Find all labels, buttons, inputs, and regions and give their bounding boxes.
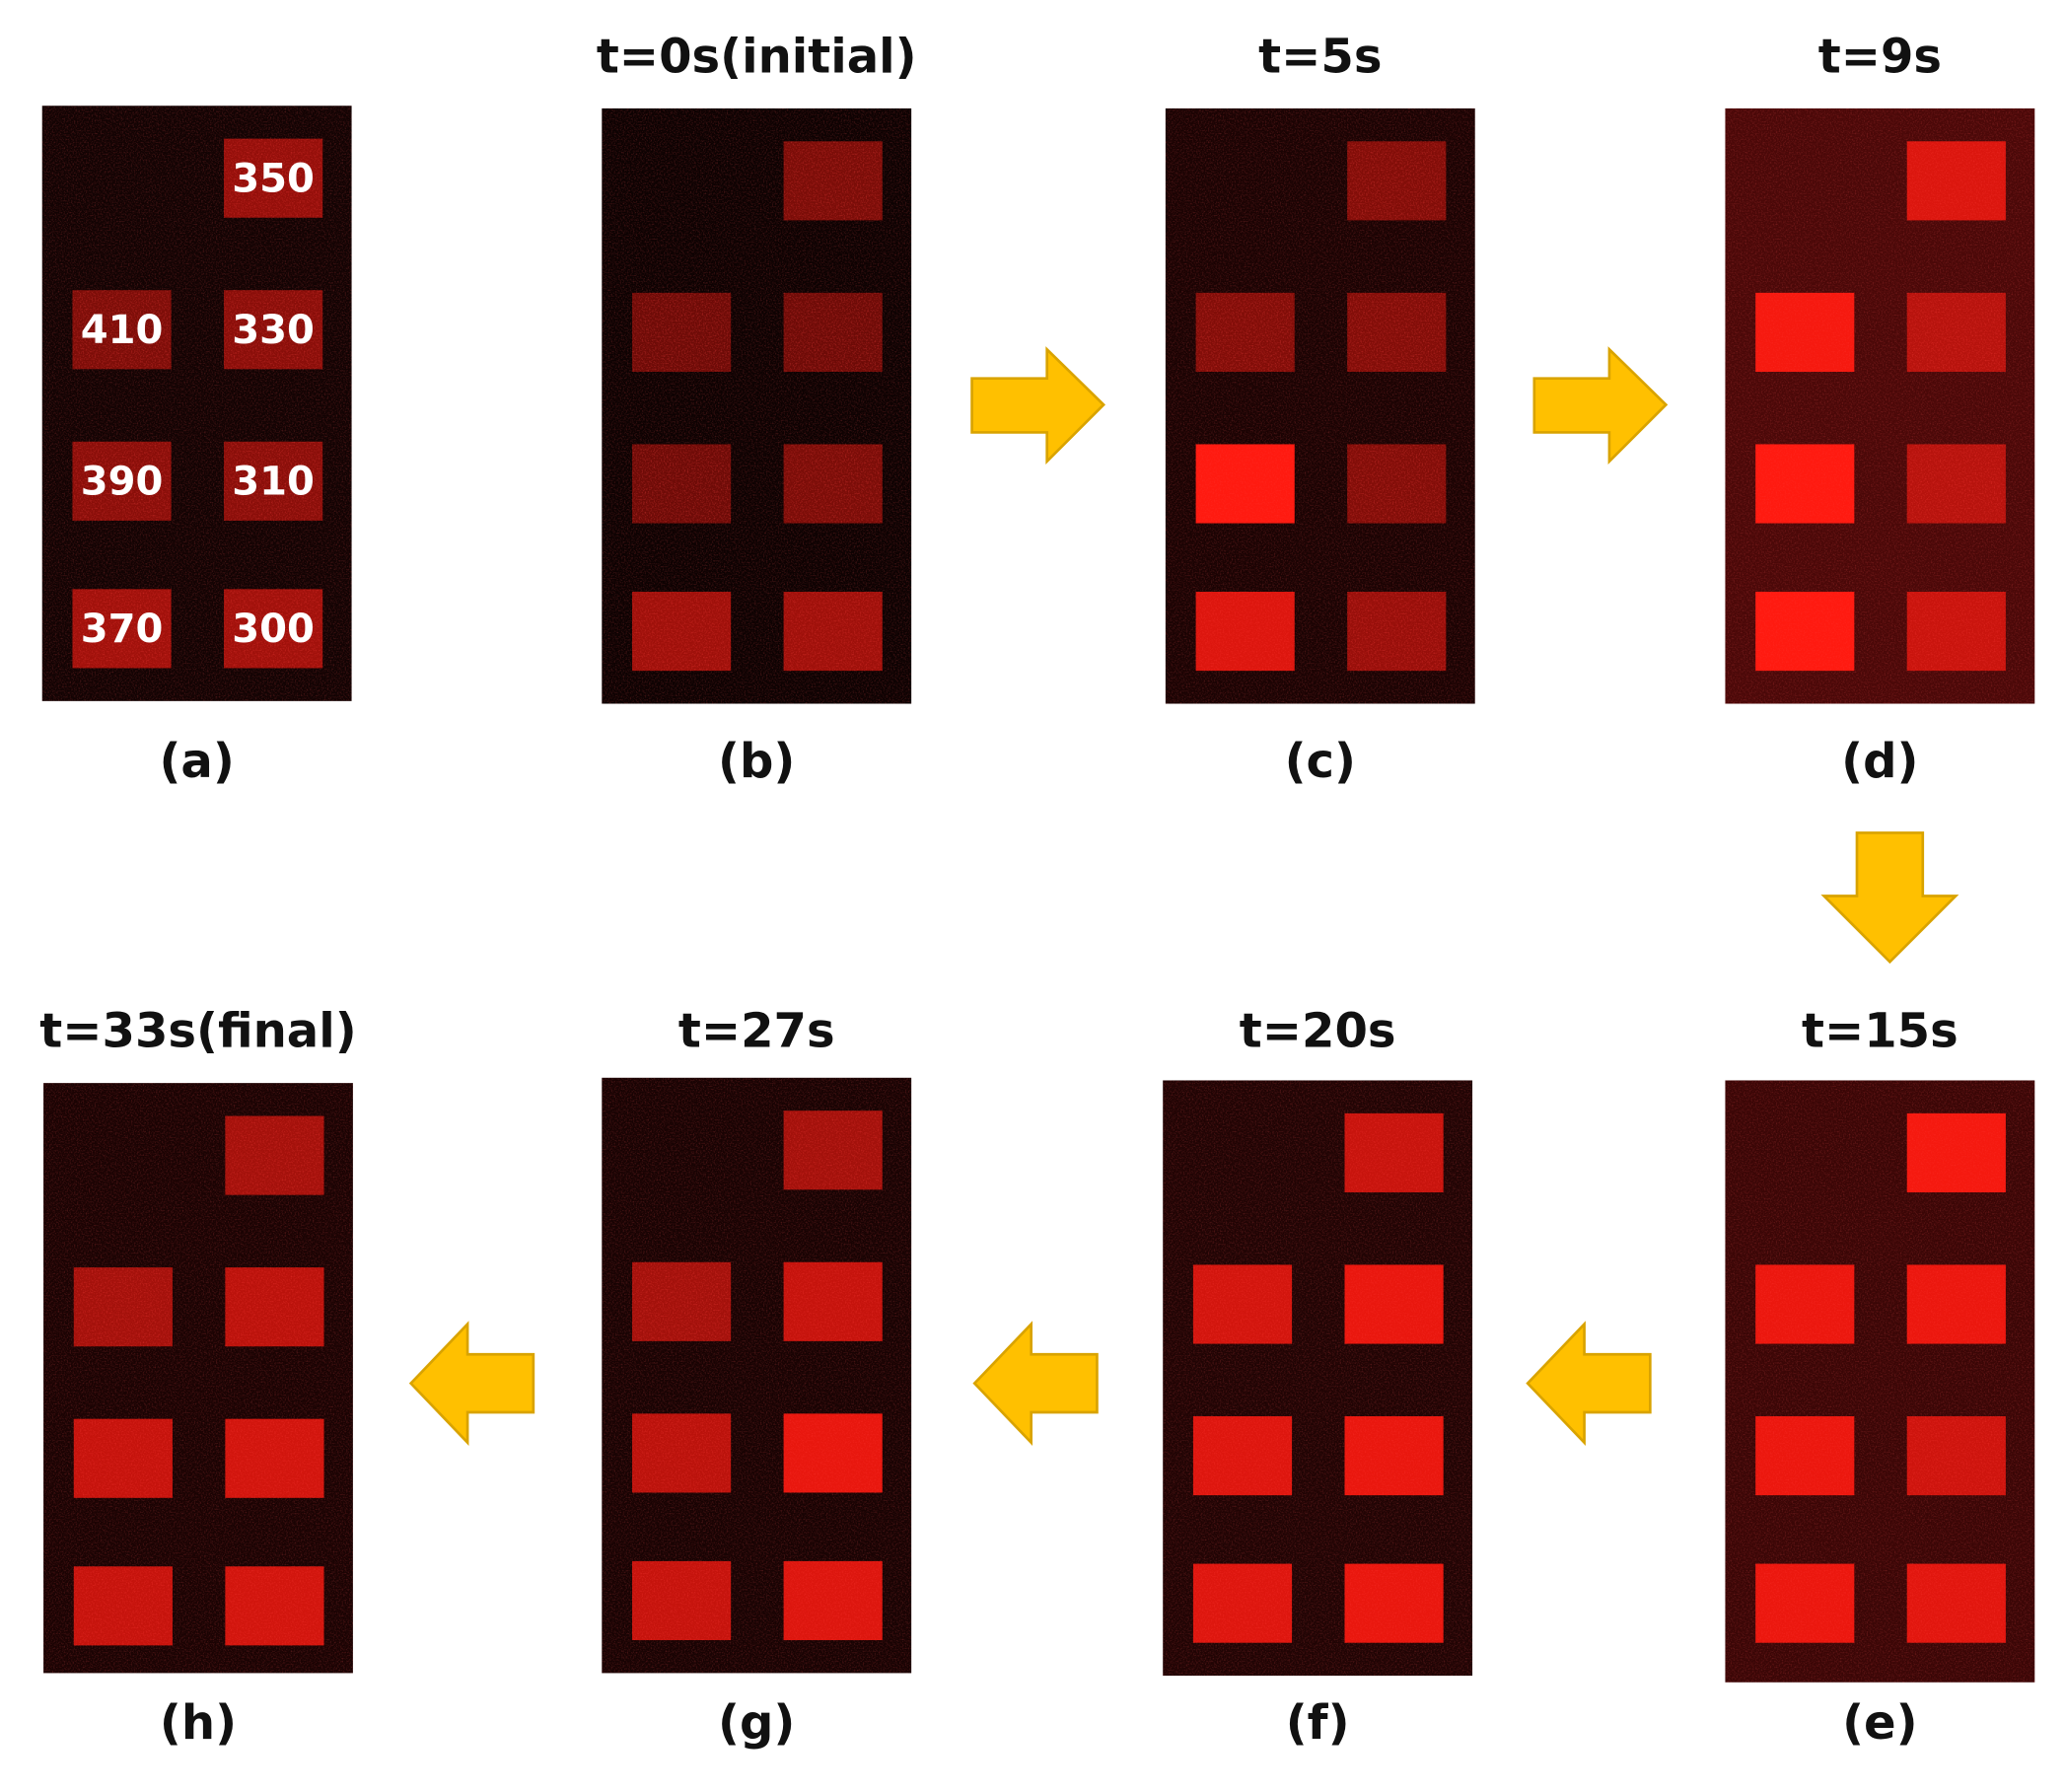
panel [1165,108,1475,704]
pad-noise [783,1560,883,1641]
panel [41,106,352,701]
pad-noise [72,441,172,521]
panel [43,1083,353,1674]
pad-noise [225,1418,324,1498]
pad-noise [783,292,883,372]
pad-noise [1192,1416,1293,1496]
arrow-right [1532,346,1669,466]
pad-noise [1192,1563,1293,1643]
pad-noise [73,1566,173,1646]
pad-noise [1347,292,1447,372]
pad-noise [1347,592,1447,672]
panel-label: (f) [1286,1695,1350,1751]
pad-noise [1906,592,2006,672]
arrow-left [1526,1321,1652,1447]
pad-noise [1755,292,1855,372]
pad-label: 300 [232,607,315,652]
pad-noise [1906,1264,2006,1344]
pad-noise [224,589,323,669]
pad-noise [73,1267,173,1347]
pad-noise [224,290,323,370]
pad-noise [632,292,732,372]
pad-noise [1195,444,1295,524]
pad-noise [1344,1264,1444,1344]
pad-noise [1755,1264,1855,1344]
pad-noise [1906,1563,2006,1643]
pad-noise [224,441,323,521]
pad-noise [632,1261,732,1341]
pad-noise [1344,1416,1444,1496]
panel-title: t=5s [1258,29,1382,84]
panel-label: (a) [159,734,234,789]
pad-noise [1195,292,1295,372]
pad-noise [73,1418,173,1498]
panel-label: (e) [1842,1695,1918,1751]
pad-noise [783,1413,883,1493]
arrow-down [1820,831,1959,965]
pad-label: 330 [232,308,315,353]
pad-noise [1344,1112,1444,1192]
pad-noise [1755,592,1855,672]
pad-noise [783,1111,883,1190]
pad-noise [1347,141,1447,221]
pad-label: 350 [232,156,315,201]
panel-label: (b) [718,734,795,789]
panel-title: t=15s [1802,1004,1958,1059]
pad-noise [1192,1264,1293,1344]
panel [1163,1080,1473,1677]
panel-title: t=27s [678,1004,835,1059]
arrows [408,346,1959,1447]
panel-label: (g) [718,1695,795,1751]
pad-noise [632,1560,732,1641]
pad-noise [632,1413,732,1493]
pad-noise [783,1261,883,1341]
pad-label: 390 [81,460,164,505]
pad-noise [632,444,732,524]
pad-noise [1344,1563,1444,1643]
arrow-left [408,1321,535,1447]
pad-noise [632,592,732,672]
pad-noise [225,1566,324,1646]
pad-noise [1755,1563,1855,1643]
pad-noise [225,1267,324,1347]
pad-noise [1906,141,2006,221]
panel-title: t=20s [1240,1004,1396,1059]
panel-title: t=9s [1818,29,1942,84]
pad-noise [1755,444,1855,524]
pad-noise [1195,592,1295,672]
pad-noise [224,138,323,218]
arrow-right [970,346,1106,466]
pad-noise [1906,1112,2006,1192]
pad-noise [783,592,883,672]
pad-noise [72,589,172,669]
panel-title: t=0s(initial) [597,29,917,84]
pad-label: 370 [81,607,164,652]
panel [602,108,912,704]
panel [1725,108,2035,704]
pad-noise [1906,444,2006,524]
pad-noise [1906,292,2006,372]
panel [602,1077,912,1674]
pad-noise [225,1115,324,1195]
pad-noise [1906,1416,2006,1496]
pad-noise [1755,1416,1855,1496]
pad-noise [783,444,883,524]
panel-label: (d) [1841,734,1918,789]
panel [1725,1080,2035,1683]
panel-label: (h) [160,1695,237,1751]
arrow-left [972,1321,1099,1447]
pad-noise [783,141,883,221]
panel-title: t=33s(final) [39,1004,356,1059]
pad-label: 410 [81,308,164,353]
pad-noise [1347,444,1447,524]
pad-noise [72,290,172,370]
panel-label: (c) [1285,734,1356,789]
pad-label: 310 [232,460,315,505]
